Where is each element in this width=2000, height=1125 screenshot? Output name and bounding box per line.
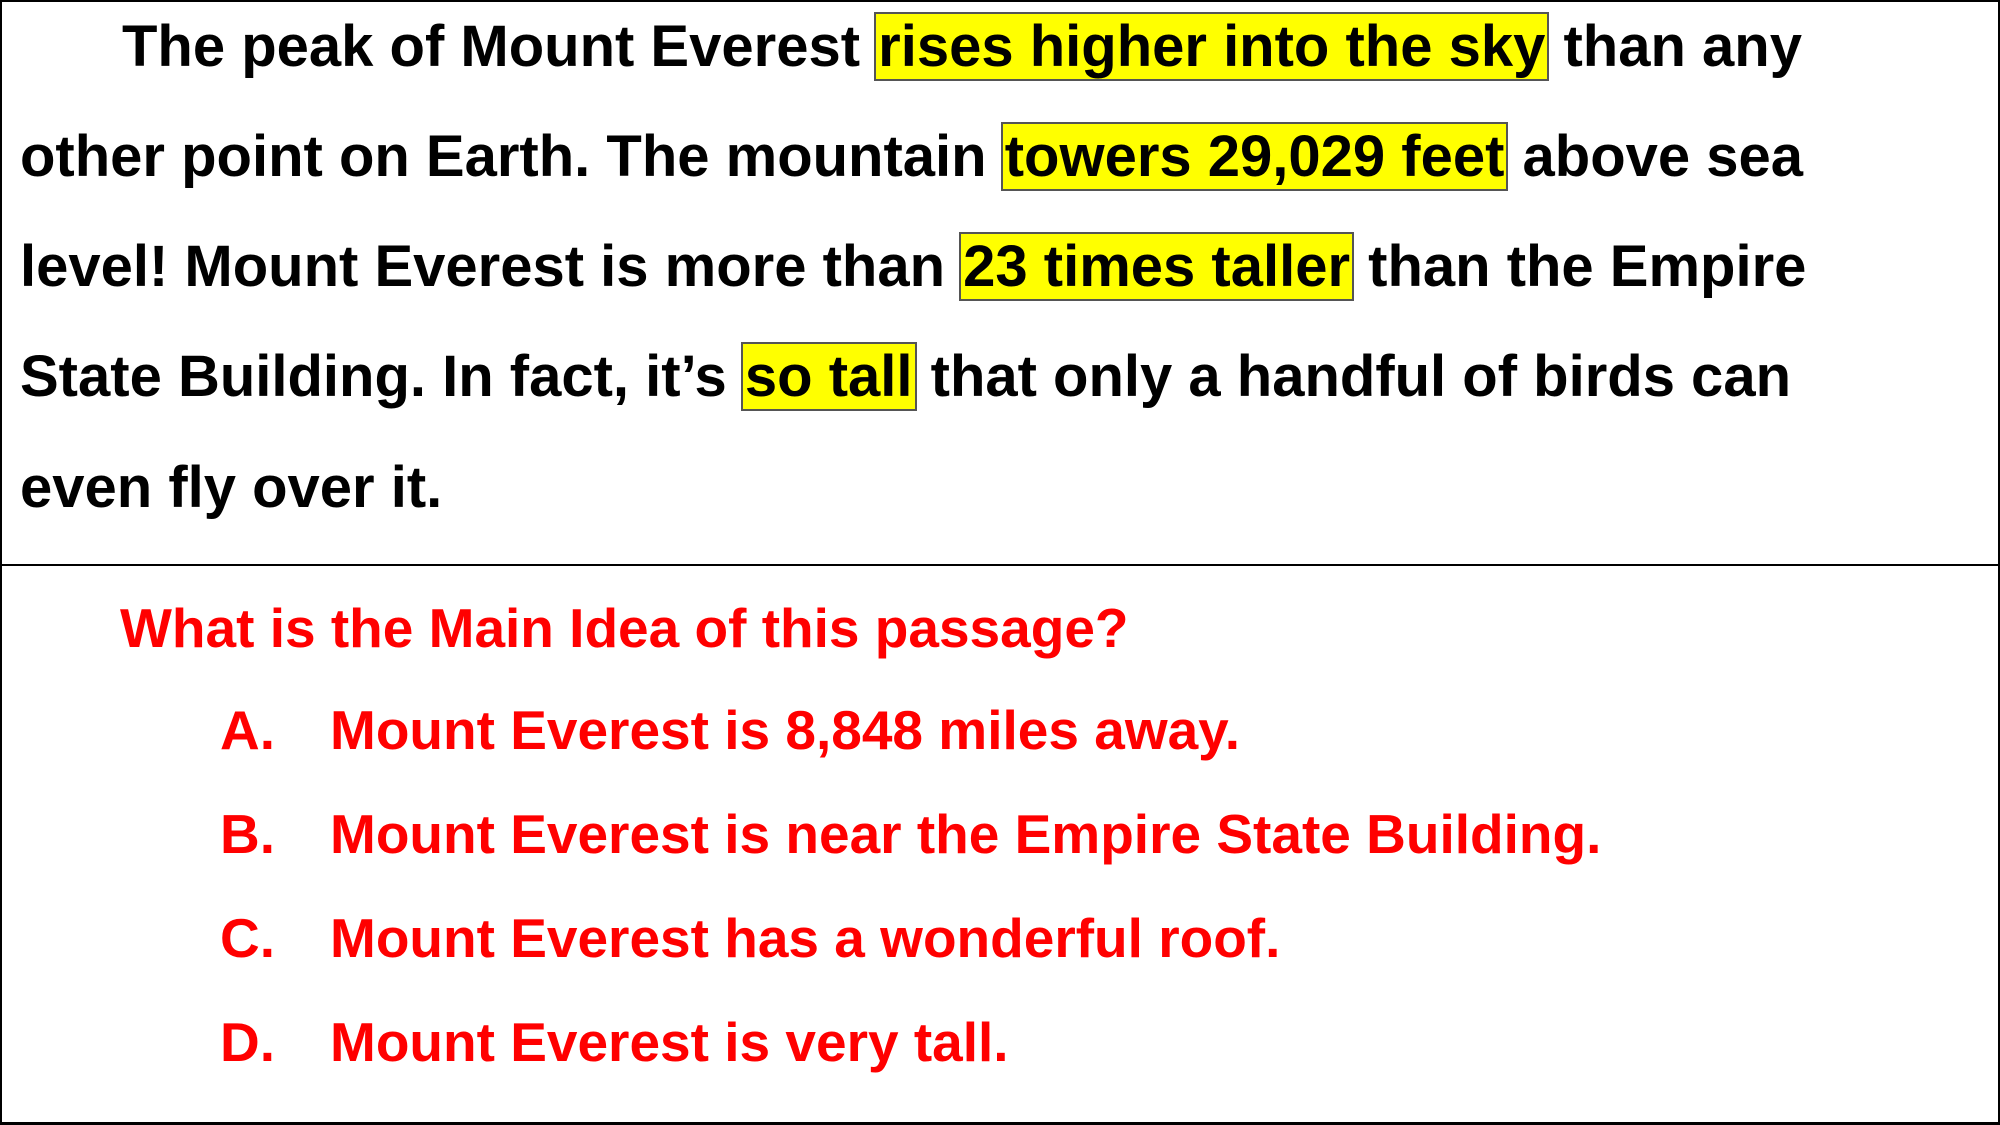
passage-line-2: other point on Earth. The mountain tower… bbox=[20, 112, 1803, 202]
passage-line-5: even fly over it. bbox=[20, 443, 442, 533]
passage-line-3: level! Mount Everest is more than 23 tim… bbox=[20, 222, 1806, 312]
option-text: Mount Everest is very tall. bbox=[330, 1011, 1009, 1073]
passage-line-1: The peak of Mount Everest rises higher i… bbox=[122, 2, 1802, 92]
passage-text: other point on Earth. The mountain bbox=[20, 124, 1003, 189]
highlighted-phrase: 23 times taller bbox=[959, 232, 1355, 301]
passage-text: State Building. In fact, it’s bbox=[20, 344, 743, 409]
question-prompt: What is the Main Idea of this passage? bbox=[120, 597, 1129, 659]
option-letter: D. bbox=[220, 1011, 275, 1073]
answer-option-c[interactable]: C. Mount Everest has a wonderful roof. bbox=[220, 906, 1280, 970]
question-box: What is the Main Idea of this passage? A… bbox=[2, 568, 2000, 1124]
option-letter: C. bbox=[220, 907, 275, 969]
passage-text: than any bbox=[1547, 14, 1802, 79]
passage-text: than the Empire bbox=[1352, 234, 1807, 299]
passage-text: The peak of Mount Everest bbox=[122, 14, 877, 79]
highlighted-phrase: towers 29,029 feet bbox=[1000, 122, 1509, 191]
option-letter: A. bbox=[220, 699, 275, 761]
highlighted-phrase: so tall bbox=[740, 342, 917, 411]
passage-text: above sea bbox=[1506, 124, 1804, 189]
option-text: Mount Everest is near the Empire State B… bbox=[330, 803, 1602, 865]
highlighted-phrase: rises higher into the sky bbox=[874, 12, 1550, 81]
answer-option-a[interactable]: A. Mount Everest is 8,848 miles away. bbox=[220, 698, 1240, 762]
passage-line-4: State Building. In fact, it’s so tall th… bbox=[20, 332, 1791, 422]
passage-text: level! Mount Everest is more than bbox=[20, 234, 962, 299]
passage-text: even fly over it. bbox=[20, 455, 443, 520]
passage-text: that only a handful of birds can bbox=[914, 344, 1792, 409]
option-text: Mount Everest is 8,848 miles away. bbox=[330, 699, 1240, 761]
option-letter: B. bbox=[220, 803, 275, 865]
passage-box: The peak of Mount Everest rises higher i… bbox=[2, 2, 2000, 566]
answer-option-b[interactable]: B. Mount Everest is near the Empire State… bbox=[220, 802, 1601, 866]
option-text: Mount Everest has a wonderful roof. bbox=[330, 907, 1281, 969]
answer-option-d[interactable]: D. Mount Everest is very tall. bbox=[220, 1010, 1009, 1074]
